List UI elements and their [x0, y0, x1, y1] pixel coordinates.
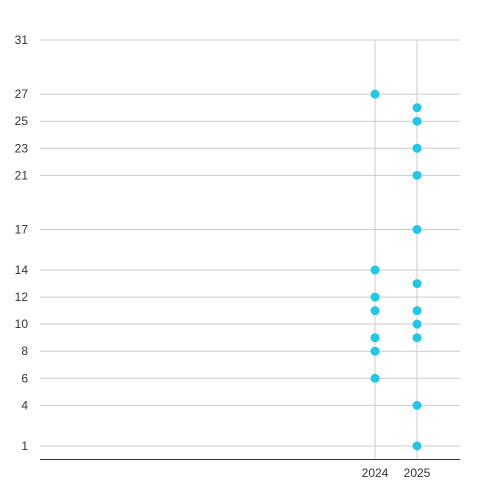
data-point — [370, 333, 380, 343]
data-point — [412, 103, 422, 113]
data-point — [370, 292, 380, 302]
data-points — [370, 89, 422, 451]
data-point — [412, 400, 422, 410]
y-tick-label: 17 — [15, 222, 29, 236]
y-tick-label: 10 — [15, 317, 29, 331]
data-point — [412, 170, 422, 180]
data-point — [412, 333, 422, 343]
x-tick-label: 2025 — [404, 466, 431, 480]
data-point — [412, 441, 422, 451]
y-tick-label: 12 — [15, 290, 29, 304]
data-point — [412, 306, 422, 316]
data-point — [412, 116, 422, 126]
y-tick-label: 6 — [21, 371, 28, 385]
y-tick-label: 23 — [15, 141, 29, 155]
y-tick-label: 8 — [21, 344, 28, 358]
data-point — [370, 89, 380, 99]
y-tick-label: 1 — [21, 439, 28, 453]
data-point — [412, 319, 422, 329]
data-point — [412, 279, 422, 289]
data-point — [370, 346, 380, 356]
y-tick-label: 4 — [21, 398, 28, 412]
y-tick-label: 25 — [15, 114, 29, 128]
y-tick-label: 14 — [15, 263, 29, 277]
data-point — [370, 306, 380, 316]
y-tick-label: 31 — [15, 33, 29, 47]
data-point — [370, 373, 380, 383]
grid-lines — [40, 39, 460, 460]
x-tick-label: 2024 — [362, 466, 389, 480]
data-point — [370, 265, 380, 275]
data-point — [412, 143, 422, 153]
y-tick-label: 27 — [15, 87, 29, 101]
y-tick-label: 21 — [15, 168, 29, 182]
data-point — [412, 224, 422, 234]
